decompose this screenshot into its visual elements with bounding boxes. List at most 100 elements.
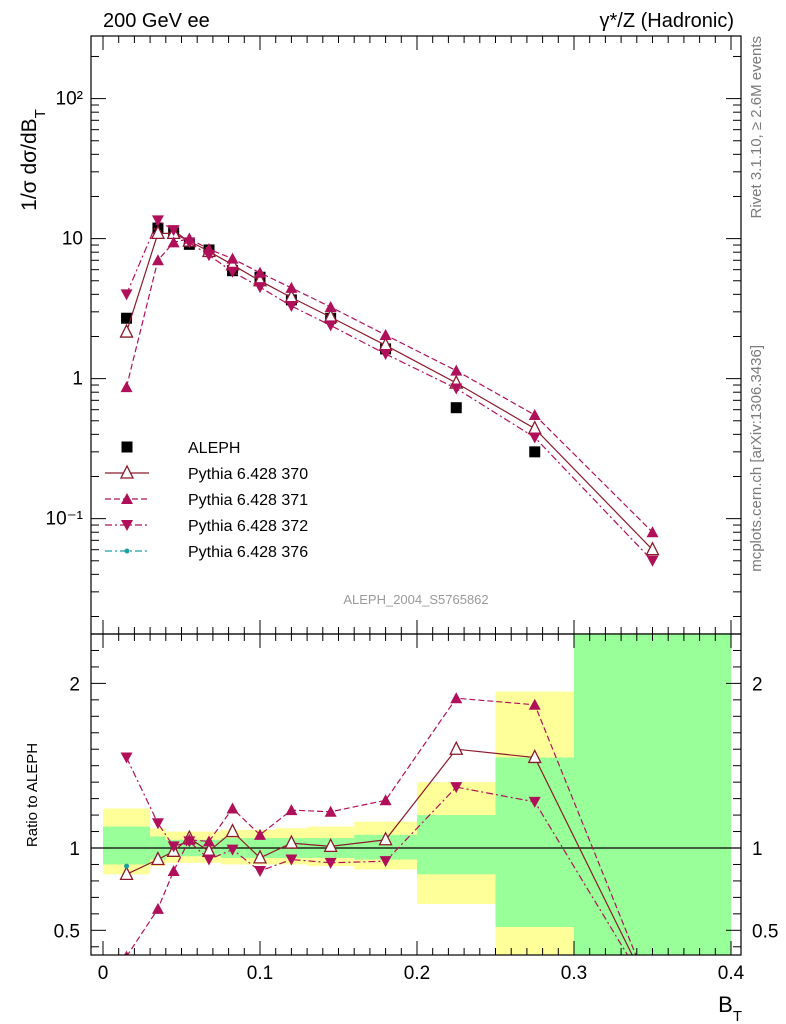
- ratio-point-p370-1: [150, 851, 166, 866]
- ratio-point-p370-0: [119, 865, 134, 880]
- main-panel: 10⁻¹ 1 10 10² 1/σ dσ/dBT: [18, 35, 742, 635]
- ratio-point-p371-10: [450, 692, 463, 704]
- main-point-p371-8: [324, 300, 337, 312]
- main-point-p372-0: [120, 289, 133, 301]
- ratio-point-p376-0: [124, 863, 130, 869]
- ratio-y-tick-label: 1: [69, 839, 80, 860]
- main-point-p371-10: [450, 364, 463, 376]
- ratio-frame: [90, 633, 742, 956]
- ratio-point-p372-2: [167, 841, 180, 853]
- main-point-p372-10: [450, 383, 463, 395]
- main-y-tick-label: 10²: [56, 89, 83, 110]
- main-point-p370-1: [150, 224, 166, 240]
- main-point-p372-4: [202, 250, 215, 262]
- ratio-axes: 0.5 0.5 1 1 2 2 0 0.1 0.2 0.3 0.4: [54, 633, 778, 984]
- ratio-y-tick-label-right: 1: [752, 839, 763, 860]
- x-tick-label: 0: [98, 963, 109, 984]
- ratio-point-p370-6: [252, 849, 268, 864]
- main-point-p371-12: [646, 526, 659, 538]
- legend-label-p371: Pythia 6.428 371: [188, 492, 308, 509]
- ratio-point-p370-7: [284, 834, 299, 849]
- ratio-y-tick-label: 0.5: [54, 921, 80, 942]
- ratio-point-p372-10: [450, 782, 463, 794]
- main-point-data-11: [529, 446, 541, 458]
- ratio-point-p372-11: [528, 796, 541, 808]
- main-point-data-0: [121, 312, 133, 324]
- ratio-y-tick-label: 2: [69, 674, 80, 695]
- ratio-point-p372-6: [254, 866, 266, 878]
- main-point-p371-6: [254, 266, 266, 278]
- ratio-point-p372-0: [120, 752, 133, 764]
- main-line-p372: [125, 219, 653, 562]
- main-point-p371-11: [528, 408, 541, 420]
- main-point-p371-1: [151, 254, 164, 266]
- main-point-p372-1: [151, 215, 164, 227]
- mcplots-text: mcplots.cern.ch [arXiv:1306.3436]: [748, 345, 765, 572]
- ratio-point-p372-3: [183, 836, 196, 848]
- ratio-y-tick-label-right: 0.5: [752, 921, 778, 942]
- main-point-p372-6: [254, 282, 266, 294]
- main-point-p370-12: [645, 541, 660, 556]
- legend-label-p372: Pythia 6.428 372: [188, 518, 308, 535]
- ratio-point-p371-0: [124, 950, 129, 955]
- main-point-p371-5: [226, 252, 239, 264]
- ratio-point-p370-8: [323, 837, 338, 853]
- main-point-p372-9: [379, 348, 392, 360]
- ratio-point-p370-11: [527, 749, 542, 764]
- ratio-point-p370-9: [378, 831, 393, 846]
- legend: ALEPH Pythia 6.428 370 Pythia 6.428 371 Pyt…: [105, 440, 308, 561]
- ratio-y-tick-label-right: 2: [752, 674, 763, 695]
- ratio-band-inner: [495, 757, 574, 928]
- main-point-p372-8: [324, 320, 337, 332]
- main-point-data-10: [450, 402, 462, 414]
- main-y-tick-label: 10: [62, 229, 83, 250]
- legend-marker-p372: [121, 520, 133, 531]
- main-line-p371: [125, 237, 653, 533]
- legend-marker-data: [121, 441, 133, 453]
- main-point-p371-9: [379, 328, 392, 340]
- x-tick-label: 0.3: [561, 963, 587, 984]
- ratio-point-p372-5: [226, 844, 239, 856]
- main-point-p372-5: [226, 266, 239, 278]
- main-series: [119, 215, 660, 567]
- ratio-band-inner: [574, 634, 731, 955]
- ratio-band-inner: [417, 815, 496, 875]
- legend-marker-p376: [124, 548, 130, 554]
- x-tick-label: 0.1: [247, 963, 273, 984]
- legend-label-data: ALEPH: [188, 440, 240, 457]
- ratio-point-p371-1: [151, 902, 164, 914]
- main-point-p372-3: [183, 237, 196, 249]
- analysis-tag: ALEPH_2004_S5765862: [343, 592, 488, 607]
- x-tick-label: 0.4: [718, 963, 745, 984]
- ratio-band-inner: [103, 826, 151, 865]
- ratio-point-p371-6: [254, 828, 266, 840]
- ratio-y-axis-label: Ratio to ALEPH: [24, 743, 41, 847]
- legend-marker-p370: [119, 464, 135, 479]
- x-tick-label: 0.2: [404, 963, 430, 984]
- rivet-version-text: Rivet 3.1.10, ≥ 2.6M events: [748, 36, 765, 219]
- legend-marker-p371: [121, 493, 133, 504]
- ratio-point-p370-10: [449, 740, 464, 755]
- ratio-point-p372-9: [379, 856, 392, 868]
- ratio-point-p371-9: [379, 794, 392, 806]
- header-left-title: 200 GeV ee: [103, 10, 210, 32]
- main-point-p371-0: [120, 381, 133, 393]
- ratio-point-p371-7: [285, 804, 298, 816]
- main-point-p371-7: [285, 281, 298, 293]
- main-y-tick-label: 1: [72, 369, 83, 390]
- main-y-tick-label: 10⁻¹: [46, 509, 84, 530]
- main-point-p372-12: [646, 555, 659, 567]
- ratio-point-p372-7: [285, 854, 298, 866]
- ratio-series: [119, 692, 637, 955]
- ratio-point-p370-5: [225, 823, 240, 838]
- ratio-point-p371-4: [202, 835, 215, 847]
- ratio-point-p372-1: [151, 818, 164, 830]
- main-point-p372-11: [528, 432, 541, 444]
- ratio-point-p372-8: [324, 857, 337, 869]
- ratio-bands: [91, 634, 741, 955]
- ratio-point-p371-2: [167, 865, 180, 877]
- header-right-title: γ*/Z (Hadronic): [600, 10, 734, 32]
- x-axis-label: BT: [718, 992, 742, 1024]
- ratio-point-p371-5: [226, 802, 239, 814]
